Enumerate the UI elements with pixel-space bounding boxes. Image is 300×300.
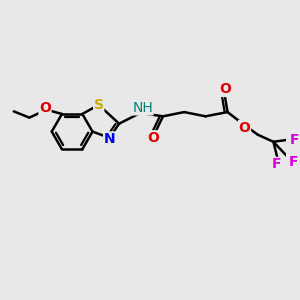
Text: O: O (219, 82, 231, 96)
Text: F: F (290, 133, 300, 146)
Text: S: S (94, 98, 104, 112)
Text: O: O (39, 101, 51, 115)
Text: F: F (288, 154, 298, 169)
Text: F: F (272, 158, 281, 171)
Text: NH: NH (132, 101, 153, 115)
Text: O: O (238, 121, 250, 135)
Text: N: N (104, 132, 115, 146)
Text: O: O (147, 131, 159, 145)
